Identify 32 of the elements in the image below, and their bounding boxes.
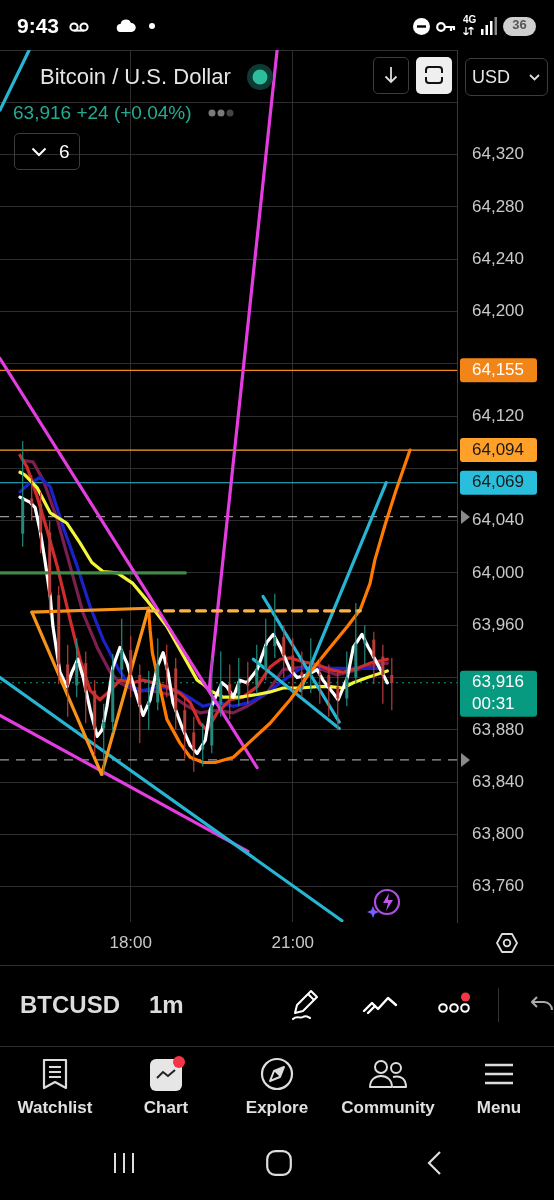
ref-line-label: 64,094 bbox=[472, 439, 524, 459]
y-tick-label: 64,120 bbox=[472, 405, 524, 425]
text: 9:43 bbox=[17, 13, 60, 39]
dropdown-button: 6 bbox=[14, 133, 80, 170]
y-tick-label: 63,960 bbox=[472, 614, 524, 634]
dropdown-button: USD bbox=[465, 58, 548, 96]
ref-line-label: 63,916 00:31 bbox=[472, 672, 524, 714]
y-tick-label: 64,000 bbox=[472, 562, 524, 582]
x-tick-label: 21:00 bbox=[271, 932, 315, 952]
text: Bitcoin / U.S. Dollar bbox=[40, 63, 231, 91]
annotation: 6 bbox=[59, 140, 70, 164]
y-tick-label: 64,240 bbox=[472, 248, 524, 268]
text: BTCUSD bbox=[20, 990, 120, 1020]
y-tick-label: 64,280 bbox=[472, 196, 524, 216]
text: Explore bbox=[244, 1097, 310, 1119]
ref-line-label: 64,155 bbox=[472, 359, 524, 379]
y-tick-label: 63,800 bbox=[472, 824, 524, 844]
text: 1m bbox=[149, 990, 184, 1020]
y-tick-label: 63,840 bbox=[472, 771, 524, 791]
text: Menu bbox=[475, 1097, 523, 1119]
text: 63,916 +24 (+0.04%) bbox=[13, 101, 192, 125]
text: 4G bbox=[463, 14, 477, 25]
y-tick-label: 63,880 bbox=[472, 719, 524, 739]
y-tick-label: 63,760 bbox=[472, 876, 524, 896]
y-tick-label: 64,040 bbox=[472, 510, 524, 530]
x-tick-label: 18:00 bbox=[109, 932, 152, 952]
y-tick-label: 64,320 bbox=[472, 144, 524, 164]
y-tick-label: 64,200 bbox=[472, 301, 524, 321]
text: Watchlist bbox=[16, 1097, 94, 1119]
ref-line-label: 64,069 bbox=[472, 472, 524, 492]
text: Community bbox=[340, 1097, 436, 1119]
text: Chart bbox=[142, 1097, 190, 1119]
